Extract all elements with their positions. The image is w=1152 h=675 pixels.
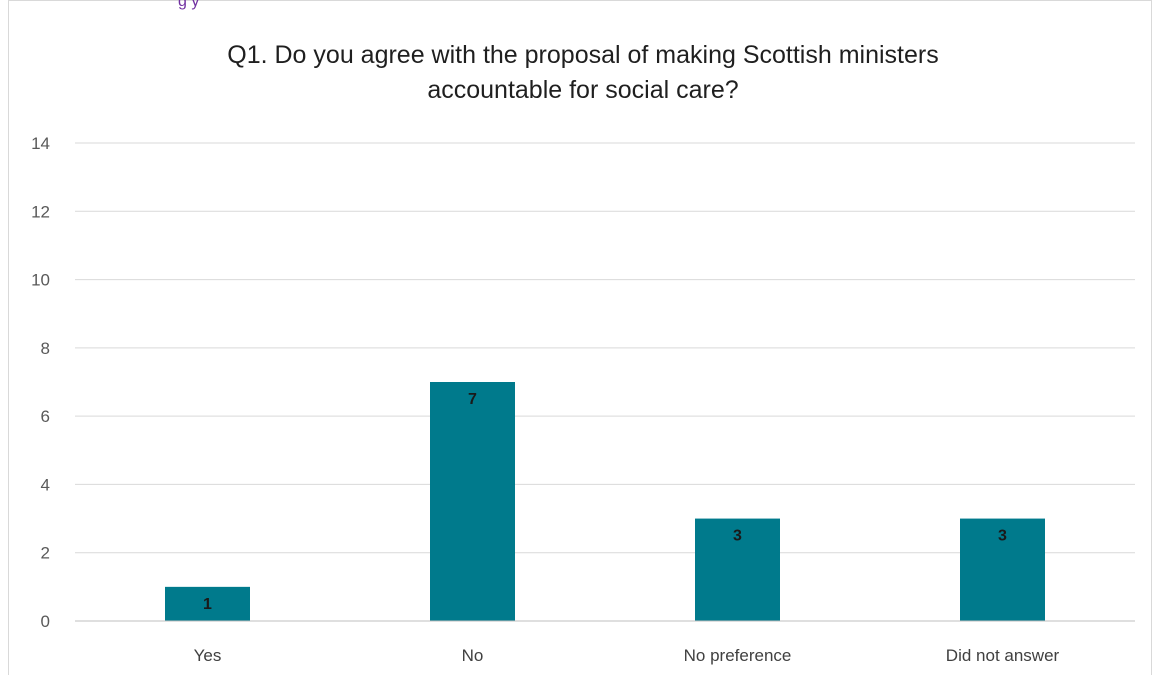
y-axis-ticks: 0 2 4 6 8 10 12 14 <box>31 134 50 631</box>
y-tick-label: 2 <box>41 544 50 563</box>
bar-did-not-answer <box>960 518 1045 621</box>
data-label: 7 <box>468 391 477 408</box>
x-category-label: No preference <box>684 646 792 665</box>
data-label: 3 <box>998 528 1007 545</box>
x-axis-categories: Yes No No preference Did not answer <box>194 646 1060 665</box>
x-category-label: Did not answer <box>946 646 1060 665</box>
bar-yes <box>165 586 250 621</box>
x-category-label: Yes <box>194 646 222 665</box>
chart-title-line-2: accountable for social care? <box>427 76 738 104</box>
x-category-label: No <box>462 646 484 665</box>
data-label: 3 <box>733 528 742 545</box>
y-tick-label: 6 <box>41 407 50 426</box>
caption-fragment: g y <box>178 0 199 10</box>
bars <box>165 382 1045 621</box>
y-tick-label: 0 <box>41 612 50 631</box>
gridlines <box>75 142 1135 554</box>
y-tick-label: 8 <box>41 339 50 358</box>
bar-no-preference <box>695 518 780 621</box>
bar-no <box>430 382 515 621</box>
data-labels: 173 3 <box>203 391 1007 613</box>
y-tick-label: 12 <box>31 202 50 221</box>
y-tick-label: 10 <box>31 271 50 290</box>
y-tick-label: 4 <box>41 475 50 494</box>
data-label: 1 <box>203 596 212 613</box>
y-tick-label: 14 <box>31 134 50 153</box>
chart-title-line-1: Q1. Do you agree with the proposal of ma… <box>227 41 938 69</box>
